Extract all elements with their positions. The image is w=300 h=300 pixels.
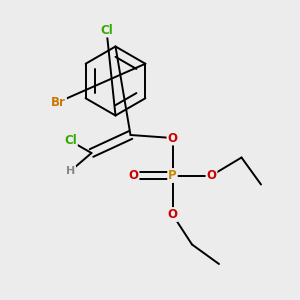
Text: H: H xyxy=(66,166,75,176)
Text: Cl: Cl xyxy=(100,23,113,37)
Text: Br: Br xyxy=(51,95,66,109)
Text: O: O xyxy=(128,169,139,182)
Text: O: O xyxy=(167,131,178,145)
Text: Cl: Cl xyxy=(64,134,77,148)
Text: P: P xyxy=(168,169,177,182)
Text: O: O xyxy=(206,169,217,182)
Text: O: O xyxy=(167,208,178,221)
